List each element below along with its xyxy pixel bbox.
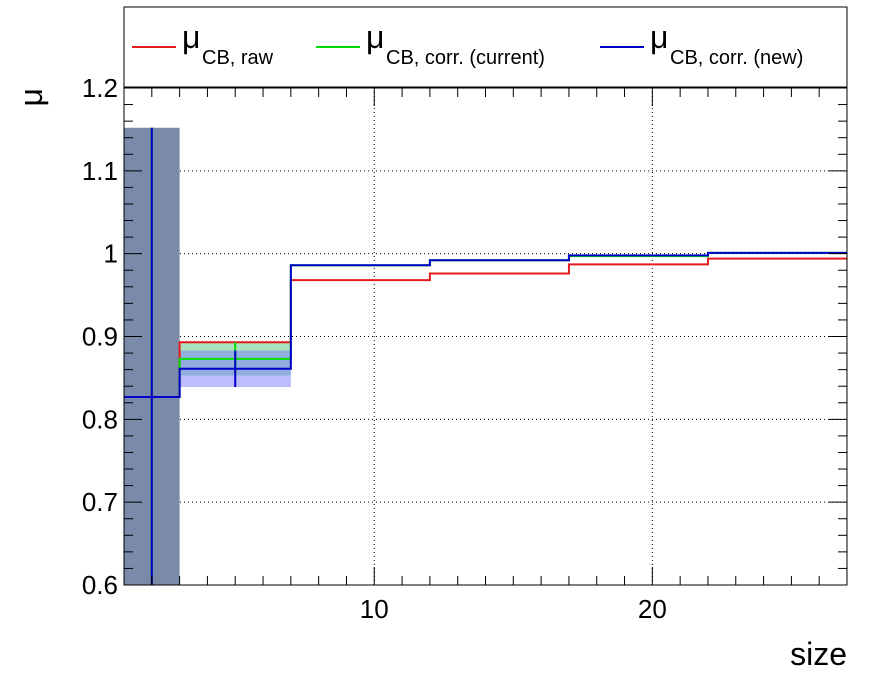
x-axis-title: size [790, 636, 847, 672]
legend-label: CB, corr. (current) [386, 47, 545, 69]
y-tick-label: 0.7 [82, 487, 118, 517]
legend-symbol: μ [650, 19, 668, 55]
series-line-0 [124, 257, 847, 398]
y-axis-title: μ [13, 88, 49, 106]
y-tick-label: 1.1 [82, 156, 118, 186]
series-line-2 [124, 251, 847, 398]
y-tick-label: 1.2 [82, 73, 118, 103]
axis-ticks [123, 87, 848, 586]
legend-symbol: μ [366, 19, 384, 55]
legend-label: CB, corr. (new) [670, 47, 803, 69]
grid [124, 88, 847, 585]
y-tick-label: 0.9 [82, 322, 118, 352]
error-bands [124, 127, 291, 585]
x-tick-label: 20 [638, 594, 667, 624]
y-tick-label: 0.8 [82, 404, 118, 434]
series-lines [124, 127, 847, 585]
legend-label: CB, raw [202, 47, 274, 69]
legend-box [123, 6, 848, 88]
x-tick-label: 10 [360, 594, 389, 624]
y-tick-label: 0.6 [82, 570, 118, 600]
legend-symbol: μ [182, 19, 200, 55]
tick-labels: 10 20 0.6 0.7 0.8 0.9 1 1.1 1.2 [82, 73, 667, 624]
y-tick-label: 1 [104, 239, 118, 269]
